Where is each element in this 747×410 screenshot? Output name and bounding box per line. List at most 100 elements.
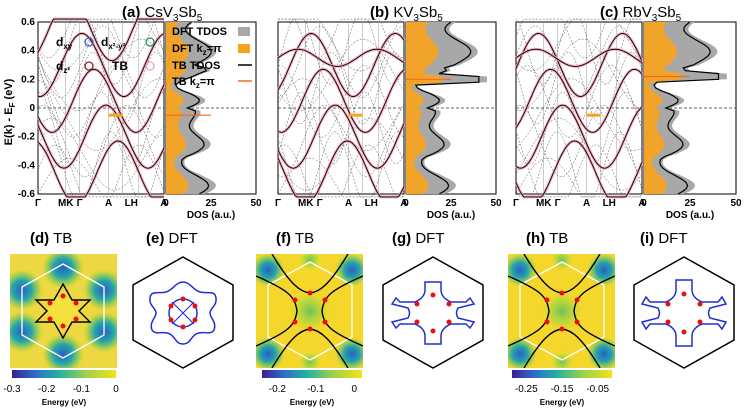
dft-band [37, 65, 165, 138]
dft-band [277, 25, 405, 98]
panel-d-title: (d) TB [30, 230, 72, 247]
dft-band [277, 91, 405, 164]
y-tick-label: -0.6 [18, 189, 36, 200]
dos-axis-label: DOS (a.u.) [427, 210, 475, 221]
dft-band [37, 25, 165, 98]
svg-text:dxy: dxy [56, 35, 73, 51]
dos-tick-label: 0 [163, 198, 169, 209]
panel-f-title: (f) TB [276, 230, 314, 247]
dft-band [277, 65, 405, 138]
tb-band-line [37, 68, 165, 133]
dos-tick-label: 25 [445, 198, 457, 209]
tb-tdos [175, 21, 212, 195]
dft-kz-pi [644, 22, 682, 194]
k-path-label: MK [536, 198, 552, 209]
svg-text:(i) DFT: (i) DFT [640, 230, 688, 247]
colorbar-tick-label: -0.15 [551, 384, 574, 395]
y-tick-label: 0.4 [21, 46, 35, 57]
svg-text:TB TDOS: TB TDOS [172, 60, 220, 72]
svg-text:TB: TB [112, 59, 128, 73]
k-path-label: Γ [35, 198, 41, 209]
dft-band [515, 18, 643, 72]
colorbar-f: -0.2 -0.1 0 Energy (eV) [262, 370, 362, 407]
tb-band-line [37, 33, 165, 97]
dos-tick-label: 25 [684, 198, 696, 209]
dft-band [515, 105, 643, 178]
colorbar-tick-label: -0.2 [269, 384, 287, 395]
k-path-labels: Γ MK Γ A LH A Γ MK Γ A LH A Γ MK Γ A LH A [35, 198, 646, 209]
svg-text:Energy (eV): Energy (eV) [540, 398, 585, 407]
dft-band [277, 52, 405, 125]
tb-band-line [277, 104, 405, 169]
dft-band [515, 18, 642, 59]
tb-band-line [277, 140, 405, 198]
k-path-label: LH [365, 198, 378, 209]
tb-tdos [653, 21, 720, 195]
svg-text:(c) RbV3Sb5: (c) RbV3Sb5 [600, 4, 682, 24]
fermi-surface-i [633, 256, 735, 369]
dft-band [277, 104, 405, 178]
tb-band-line [37, 104, 165, 169]
colorbar-tick-label: 0 [352, 384, 358, 395]
colorbar-tick-label: -0.25 [515, 384, 538, 395]
heatmap-d [10, 254, 117, 368]
dft-band [37, 157, 165, 198]
colorbar-tick-label: -0.1 [307, 384, 325, 395]
k-path-label: A [400, 198, 407, 209]
dft-band [37, 38, 165, 111]
k-path-label: A [105, 198, 112, 209]
tb-band-line [515, 68, 643, 133]
svg-text:(b) KV3Sb5: (b) KV3Sb5 [370, 4, 443, 24]
k-path-label: MK [58, 198, 74, 209]
colorbar-d: -0.3 -0.2 -0.1 0 Energy (eV) [3, 370, 119, 407]
dft-band [515, 118, 643, 191]
colorbar-tick-label: -0.1 [73, 384, 91, 395]
fermi-surface-g [382, 256, 484, 369]
y-tick-label: 0.2 [21, 74, 35, 85]
k-path-label: Γ [555, 198, 561, 209]
svg-text:dz²: dz² [56, 59, 70, 75]
svg-text:DFT TDOS: DFT TDOS [172, 26, 227, 38]
svg-text:TB kz=π: TB kz=π [172, 76, 215, 90]
dos-axis-label: DOS (a.u.) [666, 210, 714, 221]
tb-band-line [37, 18, 164, 62]
dos-tick-label: 0 [403, 198, 409, 209]
tb-band-line [277, 33, 405, 97]
y-tick-labels: 0.6 0.4 0.2 0 -0.2 -0.4 -0.6 [18, 17, 36, 200]
panel-i-title: (i) DFT [640, 230, 688, 247]
svg-text:Energy (eV): Energy (eV) [290, 398, 335, 407]
svg-text:Energy (eV): Energy (eV) [42, 398, 87, 407]
dft-band [277, 78, 405, 151]
dft-band [278, 18, 405, 59]
panel-a-title: (a) CsV3Sb5 [122, 4, 203, 24]
dft-band [37, 52, 165, 125]
dos-plot-c [643, 21, 737, 195]
colorbar-h: -0.25 -0.15 -0.05 Energy (eV) [512, 370, 612, 407]
dft-band [37, 131, 165, 198]
dos-legend: DFT TDOS DFT kz=π TB TDOS TB kz=π [172, 26, 252, 90]
y-tick-label: 0.6 [21, 17, 35, 28]
svg-text:(e) DFT: (e) DFT [146, 230, 198, 247]
svg-text:DFT kz=π: DFT kz=π [172, 43, 222, 57]
y-tick-label: 0 [29, 103, 35, 114]
tb-band-line [515, 104, 643, 169]
dft-kz-pi [166, 22, 189, 194]
dft-band [37, 144, 165, 198]
tb-band-line [515, 33, 643, 97]
dos-tick-label: 50 [490, 198, 502, 209]
panel-h-title: (h) TB [526, 230, 568, 247]
dos-tick-label: 50 [250, 198, 262, 209]
dos-tick-label: 50 [730, 198, 742, 209]
colorbar-tick-label: -0.3 [3, 384, 21, 395]
svg-text:(h) TB: (h) TB [526, 230, 568, 247]
band-plot-c [514, 18, 644, 199]
k-path-label: A [160, 198, 167, 209]
y-axis-label: E(k) - EF (eV) [3, 78, 17, 145]
k-path-label: MK [298, 198, 314, 209]
tb-band-line [515, 140, 643, 198]
panel-e-title: (e) DFT [146, 230, 198, 247]
k-path-label: LH [603, 198, 616, 209]
band-legend: dxy dx²-y² dz² TB [56, 35, 155, 75]
panel-c-title: (c) RbV3Sb5 [600, 4, 682, 24]
